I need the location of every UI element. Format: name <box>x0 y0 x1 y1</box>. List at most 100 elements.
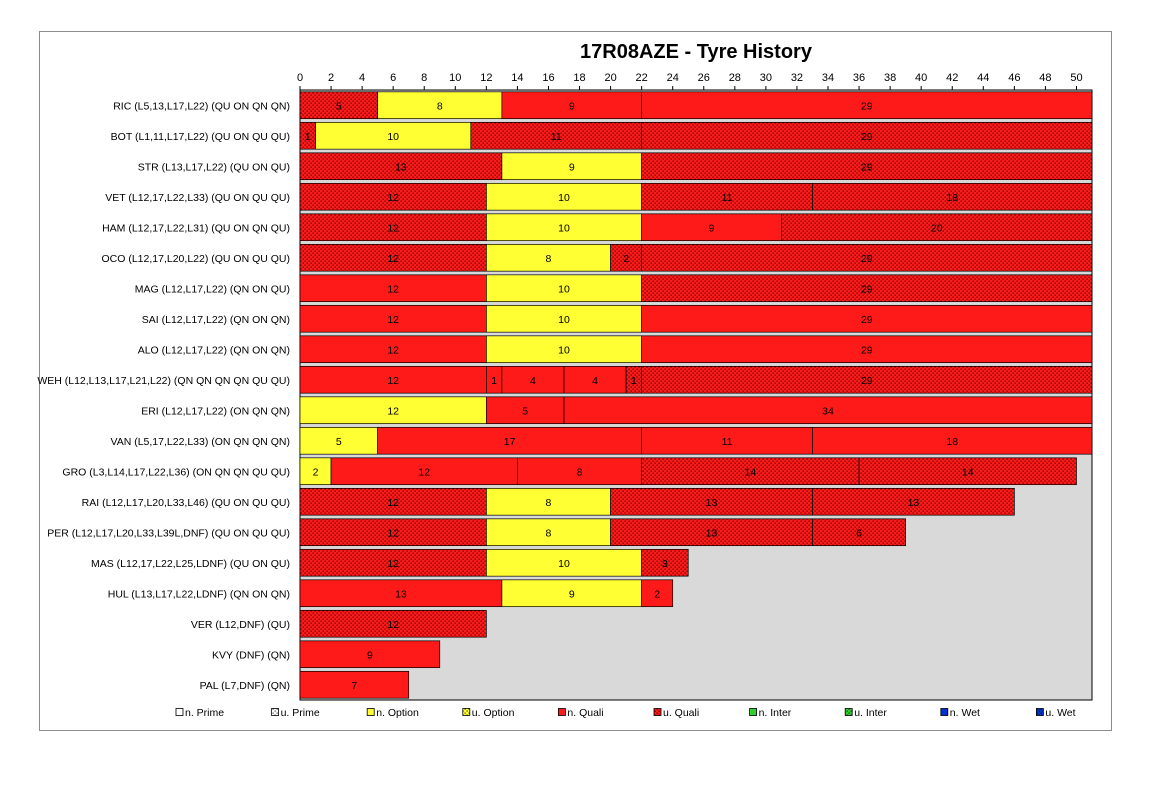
legend-label: n. Prime <box>185 707 224 719</box>
stint-label: 12 <box>387 619 399 631</box>
chart-title: 17R08AZE - Tyre History <box>580 41 812 63</box>
x-tick-label: 22 <box>636 72 648 84</box>
row-label: VAN (L5,17,L22,L33) (ON QN QN QN) <box>110 436 290 448</box>
stint-bar <box>641 91 1093 120</box>
stint-label: 13 <box>706 497 718 509</box>
legend-label: u. Wet <box>1045 707 1075 719</box>
x-tick-label: 44 <box>977 72 989 84</box>
legend-item: n. Prime <box>175 707 224 719</box>
stint-label: 5 <box>336 436 342 448</box>
stint-label: 10 <box>558 314 570 326</box>
stint-label: 12 <box>387 405 399 417</box>
x-tick-label: 2 <box>328 72 334 84</box>
stint-bar <box>812 426 1093 455</box>
legend-swatch-pattern <box>271 708 279 716</box>
driver-row: BOT (L1,11,L17,L22) (QU ON QU QU) 1 10 11 29 <box>111 121 1093 150</box>
x-tick-label: 36 <box>853 72 865 84</box>
used-tyre-pattern <box>610 244 642 272</box>
used-tyre-pattern <box>641 152 1092 180</box>
row-label: GRO (L3,L14,L17,L22,L36) (ON QN QN QU QU… <box>62 466 290 478</box>
used-tyre-pattern <box>781 213 1092 241</box>
stint-label: 2 <box>654 588 660 600</box>
legend-swatch-pattern <box>654 708 661 716</box>
stint-label: 13 <box>395 161 407 173</box>
used-tyre-pattern <box>812 518 906 546</box>
row-label: STR (L13,L17,L22) (QU ON QU) <box>138 161 290 173</box>
x-tick-label: 40 <box>915 72 927 84</box>
stint-bar <box>501 579 642 608</box>
stint-label: 29 <box>861 283 873 295</box>
stint-label: 14 <box>962 466 974 478</box>
driver-row: PAL (L7,DNF) (QN) 7 <box>200 670 410 699</box>
stint-label: 5 <box>522 405 528 417</box>
x-tick-label: 26 <box>698 72 710 84</box>
driver-row: ERI (L12,L17,L22) (ON QN QN) 12 5 34 <box>141 396 1093 425</box>
row-label: PAL (L7,DNF) (QN) <box>200 680 290 692</box>
legend-item: u. Wet <box>1036 707 1076 719</box>
stint-label: 29 <box>861 131 873 143</box>
row-label: SAI (L12,L17,L22) (QN ON QN) <box>142 314 290 326</box>
stint-label: 12 <box>387 344 399 356</box>
legend-swatch-pattern <box>462 708 470 716</box>
driver-row: STR (L13,L17,L22) (QU ON QU) 13 9 29 <box>138 152 1093 181</box>
stint-label: 12 <box>387 497 399 509</box>
legend-swatch <box>558 708 566 716</box>
used-tyre-pattern <box>300 213 487 241</box>
row-label: VET (L12,17,L22,L33) (QU ON QU QU) <box>105 192 290 204</box>
stint-bar <box>330 457 518 486</box>
stint-label: 13 <box>908 497 920 509</box>
used-tyre-pattern <box>300 518 487 546</box>
x-tick-label: 50 <box>1070 72 1082 84</box>
legend-label: n. Quali <box>567 707 603 719</box>
stint-label: 29 <box>861 253 873 265</box>
driver-row: KVY (DNF) (QN) 9 <box>212 640 441 669</box>
used-tyre-pattern <box>641 366 1092 394</box>
legend-item: n. Option <box>366 707 419 719</box>
x-tick-label: 28 <box>729 72 741 84</box>
driver-row: SAI (L12,L17,L22) (QN ON QN) 12 10 29 <box>142 304 1093 333</box>
stint-bar <box>299 274 487 303</box>
stint-label: 8 <box>577 466 583 478</box>
stint-label: 12 <box>387 283 399 295</box>
stint-label: 13 <box>706 527 718 539</box>
stint-bar <box>486 487 611 516</box>
used-tyre-pattern <box>300 122 316 150</box>
row-label: WEH (L12,L13,L17,L21,L22) (QN QN QN QN Q… <box>37 375 290 387</box>
stint-bar <box>486 182 642 211</box>
x-tick-label: 10 <box>449 72 461 84</box>
row-label: OCO (L12,17,L20,L22) (QU ON QU QU) <box>102 253 290 265</box>
stint-bar <box>501 152 642 181</box>
used-tyre-pattern <box>641 457 860 485</box>
used-tyre-pattern <box>626 366 642 394</box>
row-label: MAG (L12,L17,L22) (QN ON QU) <box>135 283 290 295</box>
row-label: HAM (L12,17,L22,L31) (QU ON QN QU) <box>102 222 290 234</box>
stint-label: 2 <box>623 253 629 265</box>
x-tick-label: 34 <box>822 72 834 84</box>
stint-bar <box>299 579 503 608</box>
x-tick-label: 0 <box>297 72 303 84</box>
x-tick-label: 4 <box>359 72 365 84</box>
driver-row: MAG (L12,L17,L22) (QN ON QU) 12 10 29 <box>135 274 1093 303</box>
row-label: PER (L12,L17,L20,L33,L39L,DNF) (QU ON QU… <box>47 527 290 539</box>
stint-bar <box>641 335 1093 364</box>
stint-label: 13 <box>395 588 407 600</box>
legend-swatch <box>366 708 375 716</box>
stint-bar <box>641 426 813 455</box>
stint-label: 11 <box>722 192 733 204</box>
stint-bar <box>299 396 487 425</box>
driver-row: HUL (L13,L17,L22,LDNF) (QN ON QN) 13 9 2 <box>108 579 674 608</box>
stint-bar <box>377 426 642 455</box>
legend-label: u. Option <box>472 707 515 719</box>
x-tick-label: 42 <box>946 72 958 84</box>
stint-label: 1 <box>305 131 311 143</box>
used-tyre-pattern <box>610 488 813 516</box>
legend-label: u. Quali <box>663 707 699 719</box>
x-tick-label: 16 <box>542 72 554 84</box>
stint-label: 2 <box>313 466 319 478</box>
stint-bar <box>299 365 487 394</box>
driver-row: RAI (L12,L17,L20,L33,L46) (QU ON QU QU) 1… <box>82 487 1015 516</box>
stint-label: 29 <box>861 344 873 356</box>
stint-label: 9 <box>569 588 575 600</box>
stint-bar <box>563 365 627 394</box>
